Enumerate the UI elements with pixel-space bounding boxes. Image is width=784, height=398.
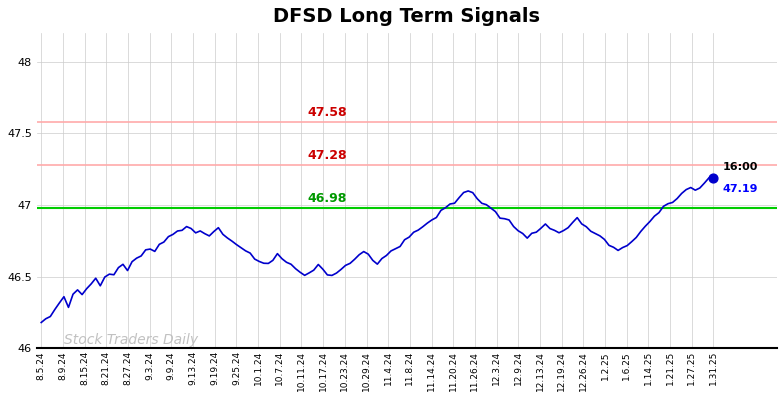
- Title: DFSD Long Term Signals: DFSD Long Term Signals: [274, 7, 540, 26]
- Point: [707, 175, 720, 181]
- Text: 16:00: 16:00: [723, 162, 758, 172]
- Text: Stock Traders Daily: Stock Traders Daily: [64, 333, 198, 347]
- Text: 47.58: 47.58: [307, 106, 347, 119]
- Text: 47.19: 47.19: [723, 183, 758, 193]
- Text: 47.28: 47.28: [307, 149, 347, 162]
- Text: 46.98: 46.98: [307, 192, 347, 205]
